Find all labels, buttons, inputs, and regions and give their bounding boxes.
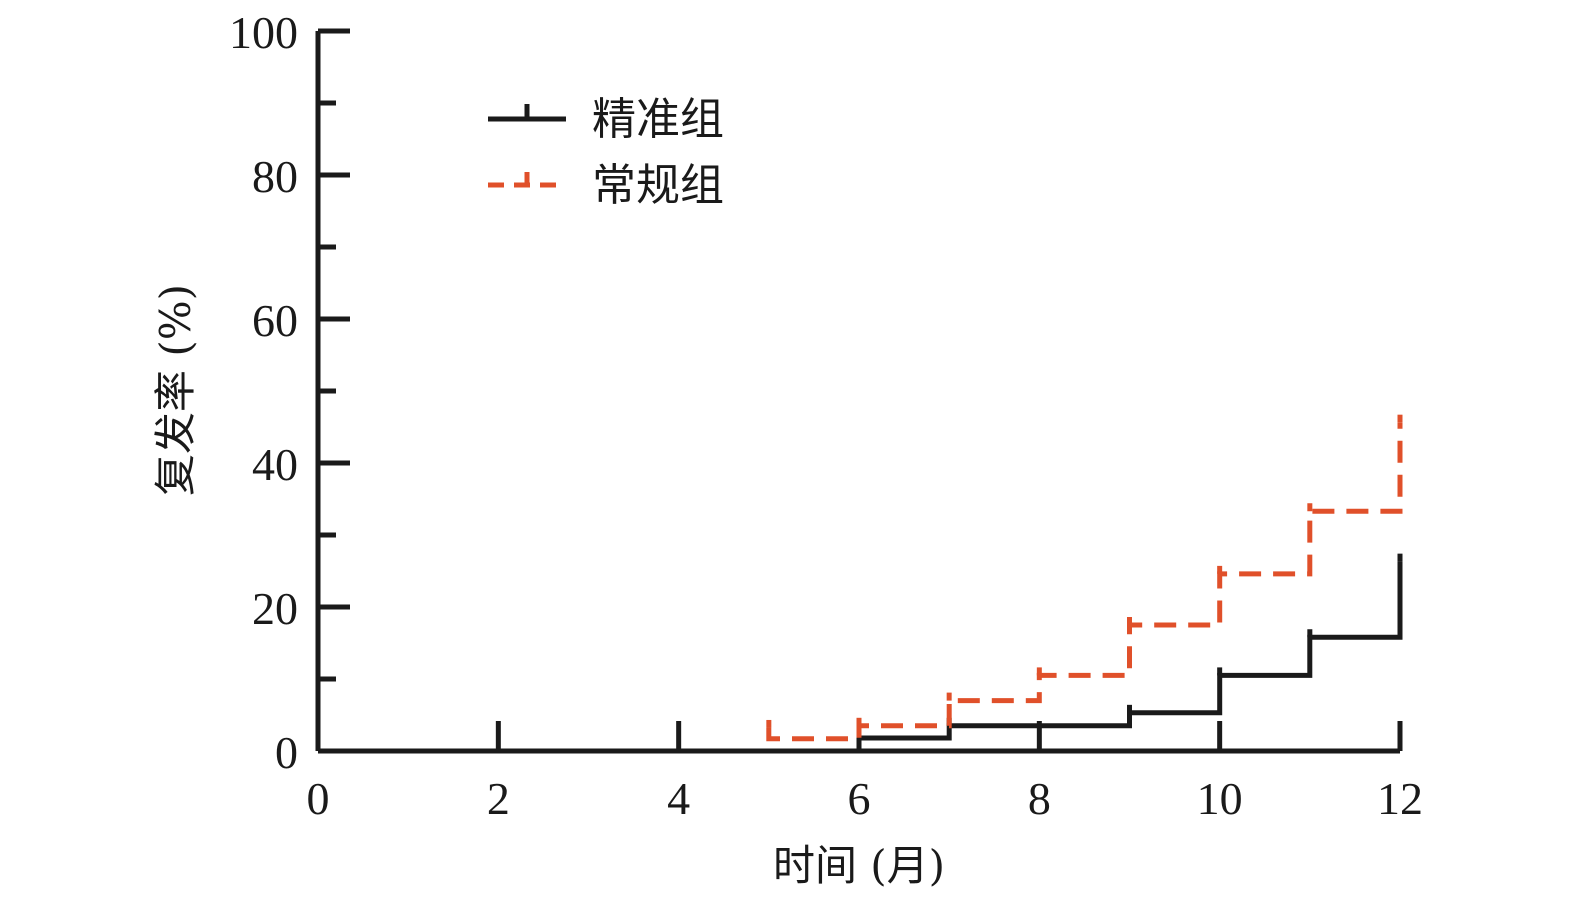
y-tick-label: 60 (252, 295, 298, 346)
legend-label-precise-group: 精准组 (592, 94, 724, 145)
y-tick-label: 100 (229, 7, 298, 58)
x-tick-label: 0 (307, 773, 330, 824)
x-tick-label: 6 (848, 773, 871, 824)
x-tick-label: 8 (1028, 773, 1051, 824)
series-area (318, 414, 1403, 754)
y-tick-label: 20 (252, 583, 298, 634)
x-tick-label: 12 (1377, 773, 1423, 824)
y-tick-label: 80 (252, 151, 298, 202)
x-tick-label: 2 (487, 773, 510, 824)
legend-label-conventional-group: 常规组 (592, 160, 724, 211)
x-tick-label: 10 (1197, 773, 1243, 824)
axes: 0 20 40 60 80 100 0 2 4 6 8 10 12 (229, 7, 1423, 824)
y-tick-label: 40 (252, 439, 298, 490)
y-tick-label: 0 (275, 727, 298, 778)
legend: 精准组 常规组 (488, 94, 724, 211)
x-tick-label: 4 (667, 773, 690, 824)
series-line-conventional-group (766, 422, 1403, 742)
x-axis-label: 时间 (月) (773, 841, 945, 890)
y-axis-label: 复发率 (%) (151, 284, 200, 496)
